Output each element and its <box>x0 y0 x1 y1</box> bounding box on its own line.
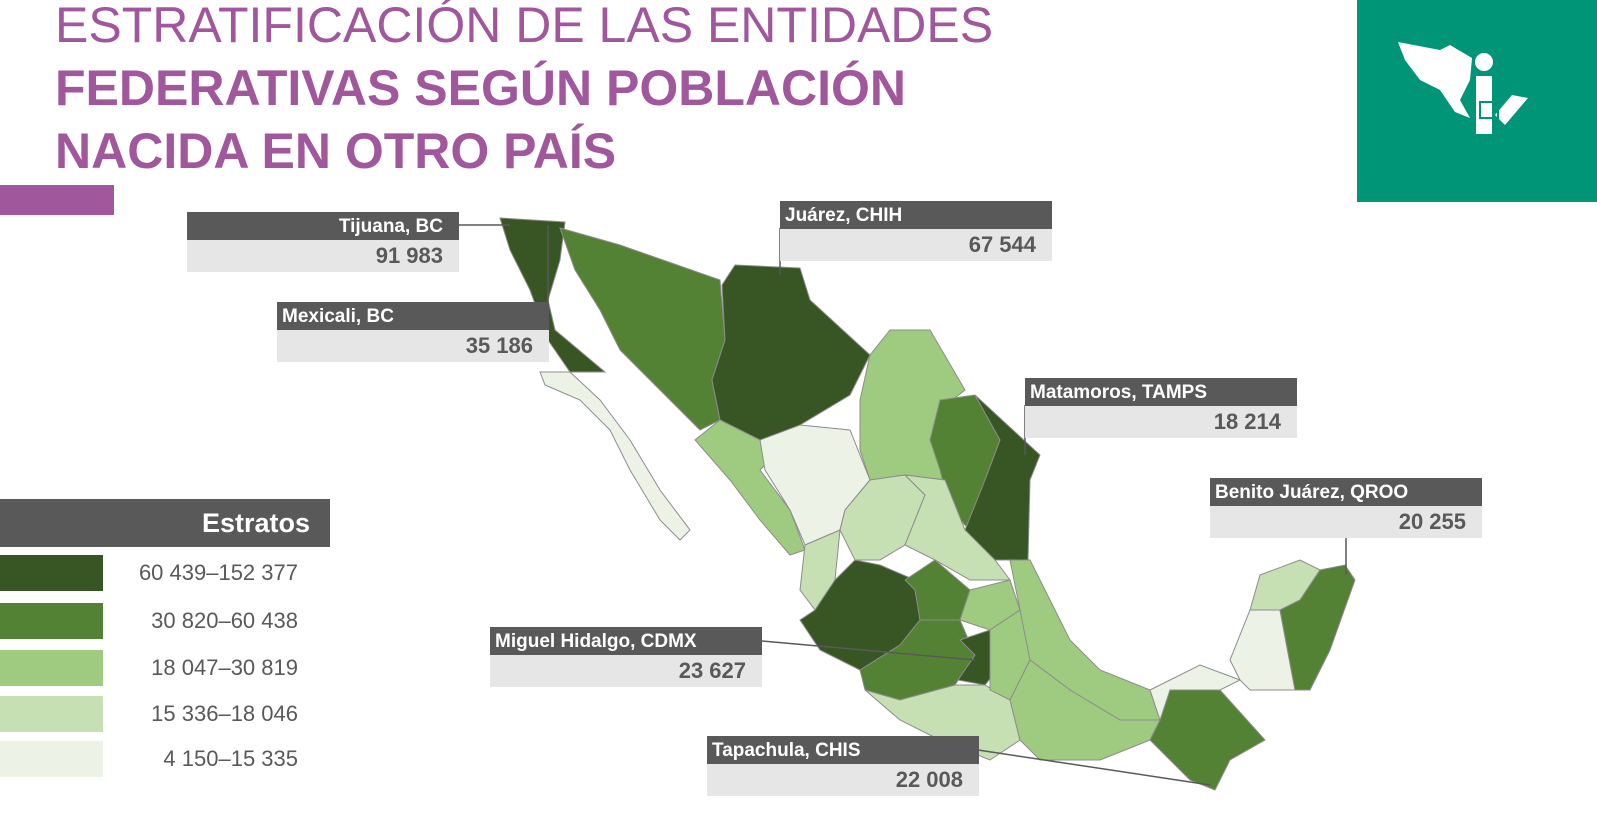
state <box>1149 664 1242 722</box>
callout-header <box>1210 478 1482 506</box>
callout-header <box>707 736 979 764</box>
callout-value: 18 214 <box>1214 409 1282 434</box>
title-line: NACIDA EN OTRO PAÍS <box>55 123 616 179</box>
state <box>1149 689 1266 791</box>
callout-value-box <box>187 240 459 272</box>
callout-header <box>1025 378 1297 406</box>
callout-name: Mexicali, BC <box>282 306 394 327</box>
state <box>1279 564 1356 691</box>
callout-name: Tijuana, BC <box>339 216 443 237</box>
state <box>499 217 607 373</box>
legend-label: 15 336–18 046 <box>151 701 298 726</box>
callout-header <box>277 302 549 330</box>
legend-label: 60 439–152 377 <box>139 560 298 585</box>
callout-header <box>187 212 459 240</box>
legend-label: 30 820–60 438 <box>151 608 298 633</box>
legend-swatch <box>0 603 103 639</box>
callout-header <box>780 201 1052 229</box>
state <box>559 227 726 431</box>
callout-value: 35 186 <box>466 333 533 358</box>
callout-value-box <box>1210 506 1482 538</box>
title-line: FEDERATIVAS SEGÚN POBLACIÓN <box>55 60 906 116</box>
logo <box>1357 0 1597 202</box>
callout-name: Tapachula, CHIS <box>712 740 861 761</box>
callout-name: Benito Juárez, QROO <box>1215 482 1408 503</box>
legend-swatch <box>0 650 103 686</box>
legend-title: Estratos <box>202 508 310 538</box>
callout-value-box <box>707 764 979 796</box>
callout-value: 67 544 <box>969 232 1037 257</box>
callout-header <box>490 627 762 655</box>
state <box>539 371 691 541</box>
state <box>903 474 1011 581</box>
callout-value-box <box>1025 406 1297 438</box>
callout-value-box <box>490 655 762 687</box>
legend-swatch <box>0 555 103 591</box>
callout-name: Juárez, CHIH <box>785 205 902 226</box>
callout-value: 22 008 <box>896 767 963 792</box>
callout-value-box <box>277 330 549 362</box>
legend: Estratos 60 439–152 377 30 820–60 438 18 0… <box>0 499 330 777</box>
callout-name: Matamoros, TAMPS <box>1030 382 1207 403</box>
accent-bar <box>0 185 114 215</box>
map <box>499 217 1356 791</box>
callout-name: Miguel Hidalgo, CDMX <box>495 631 697 652</box>
callout-value: 20 255 <box>1399 509 1466 534</box>
callout-value: 91 983 <box>376 243 443 268</box>
legend-label: 4 150–15 335 <box>163 746 298 771</box>
callout-value: 23 627 <box>679 658 746 683</box>
callout-value-box <box>780 229 1052 261</box>
title-line: ESTRATIFICACIÓN DE LAS ENTIDADES <box>55 0 993 53</box>
state <box>711 264 871 456</box>
legend-swatch <box>0 696 103 732</box>
legend-swatch <box>0 741 103 777</box>
callouts: Tijuana, BC 91 983 Mexicali, BC 35 186 Juáre… <box>187 201 1482 796</box>
legend-label: 18 047–30 819 <box>151 655 298 680</box>
